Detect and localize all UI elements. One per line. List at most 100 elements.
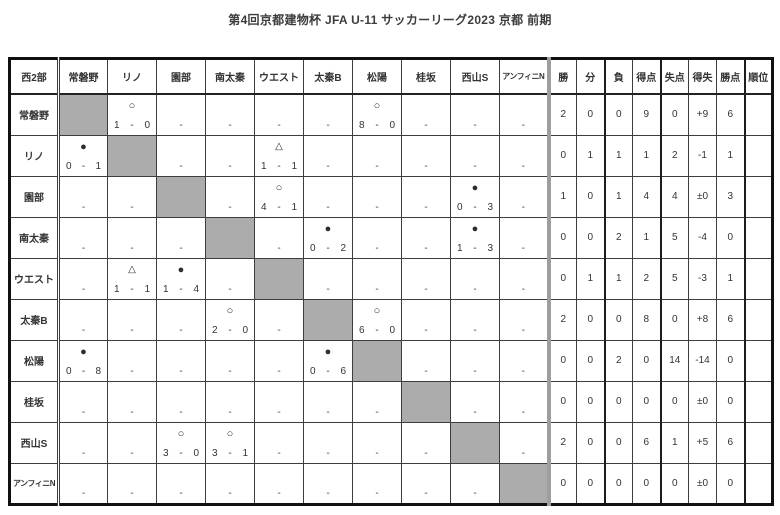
match-cell: -	[352, 216, 402, 259]
team-row-header: ウエスト	[9, 257, 60, 300]
empty-symbol-area	[60, 467, 107, 483]
not-played-dash: -	[81, 447, 86, 459]
win-circle-icon: ○	[226, 304, 234, 317]
rank-cell	[743, 93, 773, 136]
match-cell: -	[58, 175, 108, 218]
diagonal-cell	[352, 339, 402, 382]
not-played-dash: -	[277, 487, 281, 499]
not-played-dash: -	[473, 365, 477, 377]
match-cell: -	[205, 462, 255, 505]
stat-cell: 5	[659, 216, 689, 259]
stat-cell: 0	[603, 298, 633, 341]
not-played-dash: -	[277, 119, 281, 131]
empty-symbol-area	[501, 344, 547, 360]
win-circle-icon: ○	[373, 304, 381, 317]
empty-symbol-area	[501, 262, 547, 278]
not-played-dash: -	[81, 487, 86, 499]
empty-symbol-area	[158, 98, 205, 114]
rank-cell	[743, 380, 773, 423]
match-cell: -	[401, 175, 451, 218]
match-cell: -	[352, 462, 402, 505]
rank-cell	[743, 257, 773, 300]
empty-symbol-area	[207, 385, 254, 401]
not-played-dash: -	[277, 406, 281, 418]
stat-cell: ±0	[688, 462, 717, 505]
table-row: 園部 - - - ○ 4-1- - - ● 0-3-1 0 1 4 4 ±0 3	[9, 175, 773, 218]
match-cell: ● 1-3	[450, 216, 500, 259]
stat-cell: 0	[603, 380, 633, 423]
empty-symbol-area	[354, 139, 401, 155]
not-played-dash: -	[375, 487, 379, 499]
loss-circle-icon: ●	[80, 345, 87, 358]
match-cell: ○ 3-0	[156, 421, 206, 464]
match-cell: -	[156, 216, 206, 259]
stat-cell: -14	[688, 339, 717, 382]
match-cell: -	[450, 134, 500, 177]
empty-symbol-area	[501, 385, 547, 401]
loss-circle-icon: ●	[471, 181, 479, 194]
table-row: 太秦B - - - ○ 2-0- ○ 6-0- - -2 0 0 8 0 +8 6	[9, 298, 773, 341]
match-cell: -	[205, 257, 255, 300]
empty-symbol-area	[158, 139, 205, 155]
match-cell: -	[303, 257, 353, 300]
match-cell: -	[352, 175, 402, 218]
not-played-dash: -	[521, 283, 525, 295]
match-cell: -	[303, 421, 353, 464]
diagonal-cell	[499, 462, 549, 505]
match-cell: -	[58, 257, 108, 300]
stat-cell: 8	[632, 298, 661, 341]
match-cell: -	[352, 257, 402, 300]
match-cell: -	[303, 93, 353, 136]
empty-symbol-area	[158, 303, 205, 319]
match-cell: ● 0-3	[450, 175, 500, 218]
empty-symbol-area	[60, 180, 107, 196]
not-played-dash: -	[521, 242, 525, 254]
score-text: 8-0	[359, 119, 395, 131]
diagonal-cell	[58, 93, 108, 136]
not-played-dash: -	[228, 201, 232, 213]
match-cell: -	[254, 216, 304, 259]
draw-triangle-icon: △	[128, 263, 136, 275]
not-played-dash: -	[375, 201, 379, 213]
stat-cell: 0	[576, 216, 605, 259]
stat-cell: 2	[546, 298, 577, 341]
not-played-dash: -	[424, 283, 428, 295]
rank-cell	[743, 175, 773, 218]
empty-symbol-area	[501, 426, 547, 442]
stat-cell: 3	[716, 175, 745, 218]
not-played-dash: -	[521, 447, 525, 459]
stat-cell: 0	[576, 380, 605, 423]
not-played-dash: -	[473, 283, 477, 295]
empty-symbol-area	[403, 98, 450, 114]
team-column-header: 園部	[156, 58, 206, 95]
not-played-dash: -	[228, 365, 232, 377]
empty-symbol-area	[452, 385, 499, 401]
score-text: 2-0	[212, 324, 248, 336]
match-cell: ● 0-6	[303, 339, 353, 382]
stat-cell: 9	[632, 93, 661, 136]
rank-cell	[743, 216, 773, 259]
not-played-dash: -	[130, 324, 134, 336]
empty-symbol-area	[109, 303, 156, 319]
table-row: 西山S - - ○ 3-0 ○ 3-1- - - - -2 0 0 6 1 +5 6	[9, 421, 773, 464]
match-cell: ● 1-4	[156, 257, 206, 300]
not-played-dash: -	[130, 406, 134, 418]
not-played-dash: -	[375, 283, 379, 295]
not-played-dash: -	[424, 242, 428, 254]
stat-column-header: 勝点	[716, 58, 745, 95]
not-played-dash: -	[424, 324, 428, 336]
empty-symbol-area	[158, 467, 205, 483]
empty-symbol-area	[305, 385, 352, 401]
not-played-dash: -	[521, 119, 525, 131]
match-cell: ● 0-2	[303, 216, 353, 259]
stat-cell: 0	[716, 339, 745, 382]
match-cell: -	[499, 298, 549, 341]
empty-symbol-area	[354, 221, 401, 237]
match-cell: -	[254, 380, 304, 423]
not-played-dash: -	[179, 406, 183, 418]
not-played-dash: -	[326, 160, 330, 172]
empty-symbol-area	[403, 221, 450, 237]
match-cell: -	[450, 339, 500, 382]
not-played-dash: -	[326, 119, 330, 131]
empty-symbol-area	[256, 221, 303, 237]
